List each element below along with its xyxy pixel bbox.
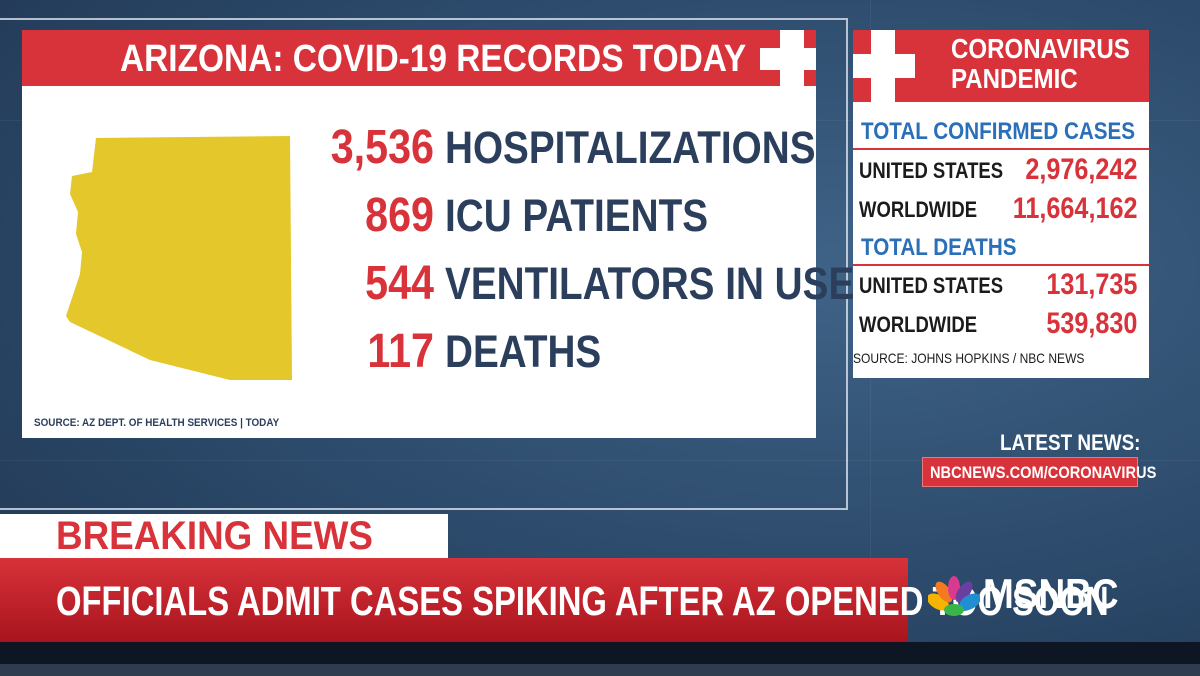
stat-row-icu: 869 ICU PATIENTS	[22, 188, 816, 248]
bottom-strip-thin	[0, 664, 1200, 676]
deaths-us-value: 131,735	[1045, 268, 1137, 301]
pandemic-panel: CORONAVIRUS PANDEMIC TOTAL CONFIRMED CAS…	[853, 30, 1149, 378]
deaths-world-value: 539,830	[1045, 307, 1137, 340]
cases-us-value: 2,976,242	[1024, 153, 1137, 186]
deaths-world-label: WORLDWIDE	[859, 312, 978, 337]
cases-header: TOTAL CONFIRMED CASES	[861, 118, 1136, 145]
cases-us-label: UNITED STATES	[859, 158, 1004, 183]
divider	[853, 148, 1149, 150]
cases-world-value: 11,664,162	[1012, 192, 1137, 225]
stat-row-deaths: 117 DEATHS	[22, 324, 816, 384]
stat-label: HOSPITALIZATIONS	[445, 122, 816, 173]
card-title: ARIZONA: COVID-19 RECORDS TODAY	[120, 38, 747, 80]
stat-value: 869	[365, 189, 434, 242]
card-source: SOURCE: AZ DEPT. OF HEALTH SERVICES | TO…	[34, 417, 280, 429]
latest-news-url-text: NBCNEWS.COM/CORONAVIRUS	[930, 463, 1157, 482]
breaking-news-label: BREAKING NEWS	[56, 514, 373, 558]
peacock-icon	[928, 576, 980, 616]
breaking-news-tag: BREAKING NEWS	[0, 514, 448, 558]
stat-label: ICU PATIENTS	[445, 190, 709, 241]
content-frame	[0, 18, 848, 510]
panel-header: CORONAVIRUS PANDEMIC	[853, 30, 1149, 102]
stat-value: 544	[365, 257, 434, 310]
background-grid-line	[0, 460, 1200, 461]
stat-row-ventilators: 544 VENTILATORS IN USE	[22, 256, 854, 316]
msnbc-wordmark: MSNBC	[983, 570, 1119, 617]
headline-bar: OFFICIALS ADMIT CASES SPIKING AFTER AZ O…	[0, 558, 1109, 642]
stat-value: 117	[367, 325, 434, 378]
msnbc-logo: MSNBC	[928, 570, 1158, 620]
stat-label: DEATHS	[445, 326, 602, 377]
arizona-records-card: ARIZONA: COVID-19 RECORDS TODAY 3,536 HO…	[22, 30, 854, 438]
stat-label: VENTILATORS IN USE	[445, 258, 855, 309]
panel-title: CORONAVIRUS PANDEMIC	[951, 34, 1130, 94]
stat-value: 3,536	[330, 121, 434, 174]
stat-row-hospitalizations: 3,536 HOSPITALIZATIONS	[22, 120, 816, 180]
latest-news-url[interactable]: NBCNEWS.COM/CORONAVIRUS	[922, 457, 1156, 487]
arizona-map-icon	[66, 136, 292, 380]
deaths-header: TOTAL DEATHS	[861, 234, 1017, 261]
cases-world-label: WORLDWIDE	[859, 197, 978, 222]
card-header: ARIZONA: COVID-19 RECORDS TODAY	[22, 30, 816, 86]
latest-news-label: LATEST NEWS:	[1000, 430, 1141, 455]
divider	[853, 264, 1149, 266]
panel-source: SOURCE: JOHNS HOPKINS / NBC NEWS	[853, 350, 1085, 366]
panel-title-line1: CORONAVIRUS	[951, 33, 1130, 64]
deaths-us-label: UNITED STATES	[859, 273, 1004, 298]
panel-title-line2: PANDEMIC	[951, 63, 1078, 94]
